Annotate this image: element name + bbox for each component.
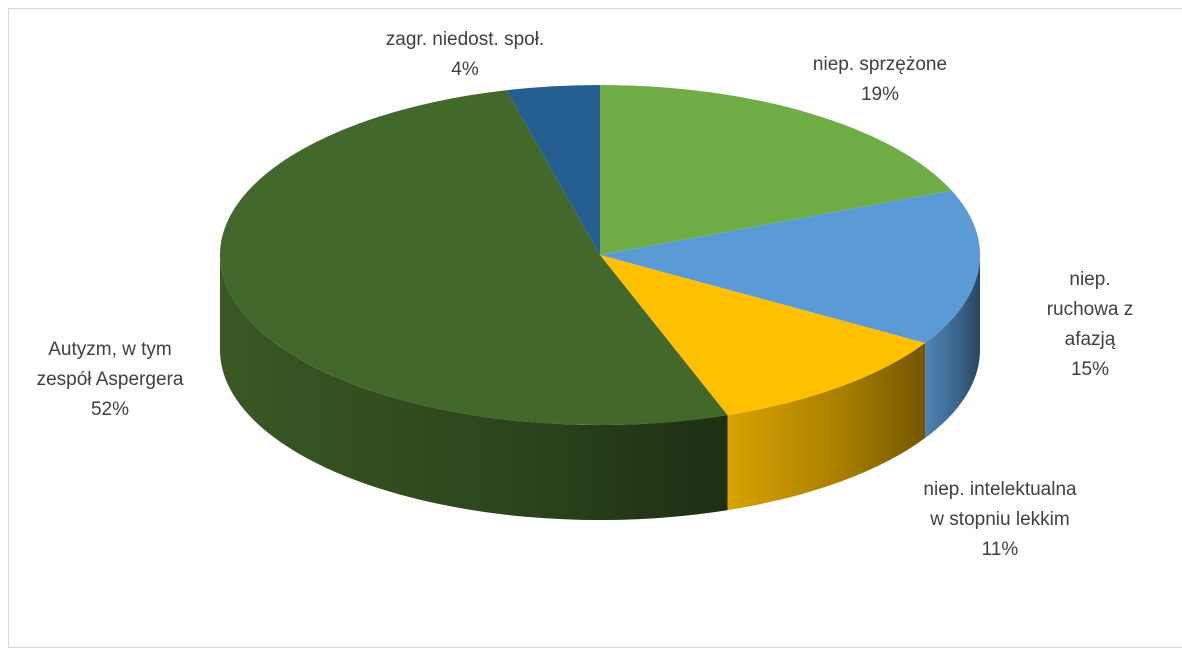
data-label: niep. sprzężone 19% bbox=[813, 50, 947, 110]
data-label: Autyzm, w tym zespół Aspergera 52% bbox=[37, 335, 184, 425]
value-label: 4% bbox=[451, 59, 479, 80]
category-label: niep. ruchowa z afazją bbox=[1046, 269, 1134, 350]
slice bbox=[506, 85, 600, 255]
value-label: 52% bbox=[90, 399, 130, 420]
value-label: 19% bbox=[860, 84, 900, 105]
slice-side-shade bbox=[925, 255, 980, 439]
value-label: 11% bbox=[981, 539, 1019, 560]
slice bbox=[600, 85, 952, 255]
pie-plot bbox=[219, 85, 980, 520]
value-label: 15% bbox=[1070, 359, 1110, 380]
data-label: niep. intelektualna w stopniu lekkim 11% bbox=[923, 475, 1076, 565]
category-label: zagr. niedost. społ. bbox=[385, 29, 545, 50]
category-label: niep. sprzężone bbox=[812, 54, 948, 75]
slice-side-shade bbox=[220, 255, 728, 520]
slice bbox=[600, 255, 926, 416]
data-label: niep. ruchowa z afazją 15% bbox=[1044, 265, 1136, 385]
slice-side-shade bbox=[727, 343, 926, 511]
slice bbox=[600, 190, 980, 344]
data-label: zagr. niedost. społ. 4% bbox=[386, 25, 544, 85]
category-label: Autyzm, w tym zespół Aspergera bbox=[36, 339, 184, 390]
chart: niep. sprzężone 19% niep. ruchowa z afazją… bbox=[8, 8, 1182, 648]
category-label: niep. intelektualna w stopniu lekkim bbox=[923, 479, 1077, 530]
slice bbox=[219, 90, 728, 426]
